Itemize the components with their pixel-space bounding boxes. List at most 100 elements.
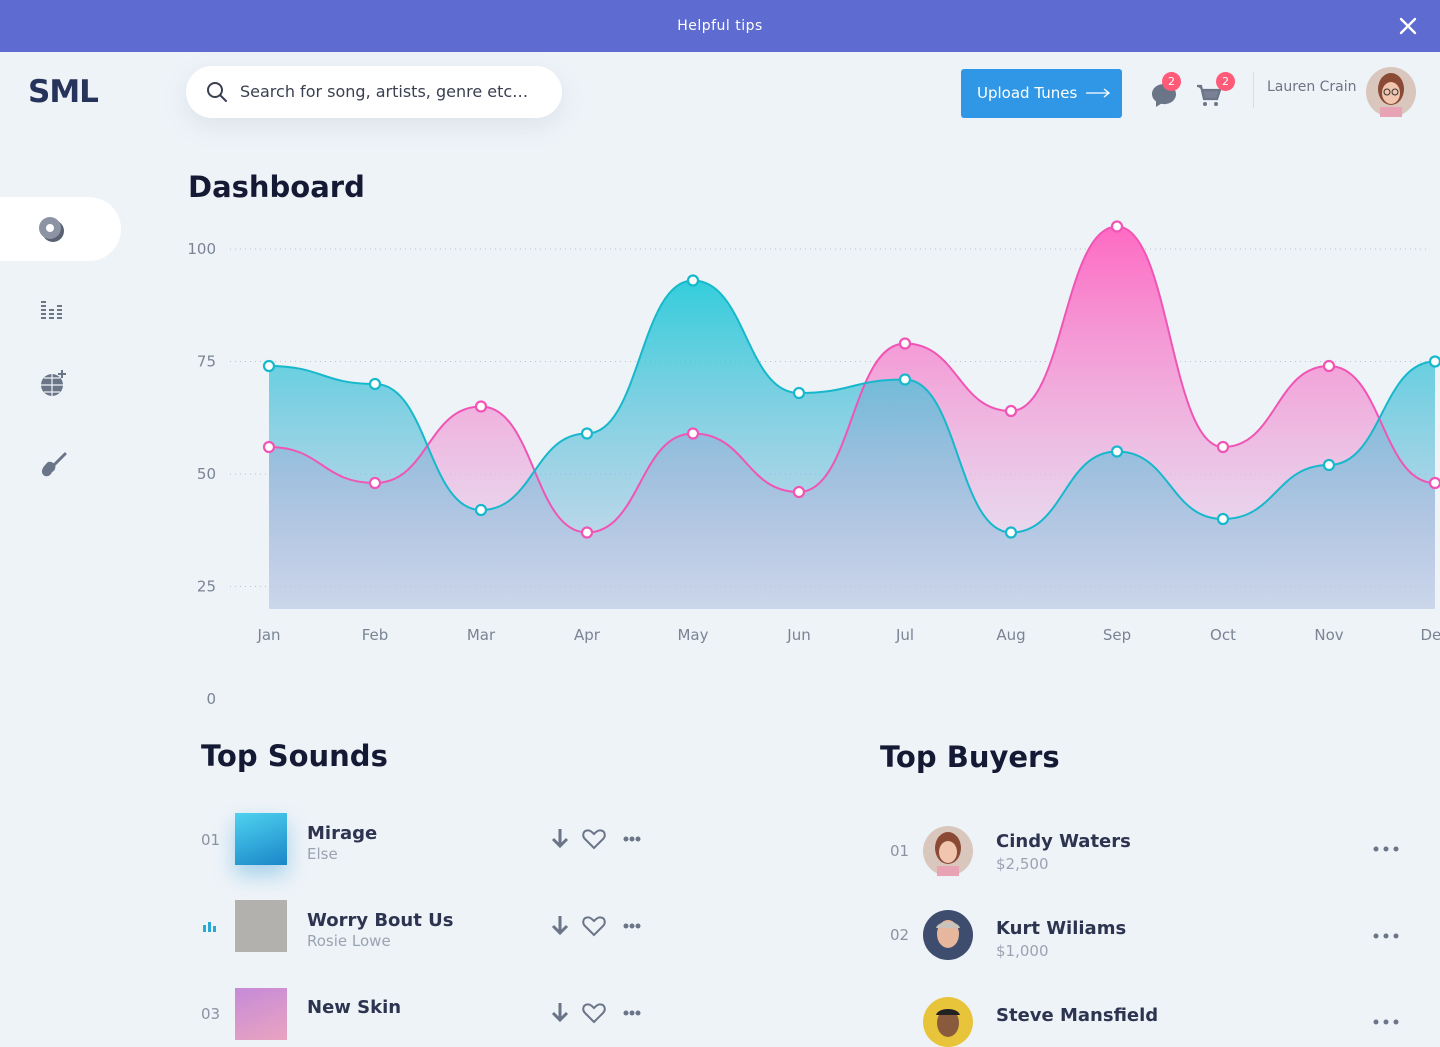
more-dot[interactable] [629,1010,635,1016]
more-dot[interactable] [629,923,635,929]
x-tick-label: Mar [467,626,496,644]
banner-text: Helpful tips [677,18,763,34]
data-point[interactable] [898,337,912,350]
data-point[interactable] [1110,220,1124,233]
x-tick-label: Jul [895,626,914,644]
row-actions [551,829,641,850]
more-dot[interactable] [635,923,641,929]
x-tick-label: Apr [574,626,601,644]
y-tick-label: 50 [197,465,216,483]
more-dot [1383,1019,1389,1025]
chart: 0 25 50 75 100 Jan Feb Mar Apr May Jun Jul Aug Sep Oct… [187,220,1440,708]
buyer-name[interactable]: Cindy Waters [996,831,1131,852]
nav-guitar[interactable] [40,451,68,479]
data-point[interactable] [1216,512,1230,526]
data-point[interactable] [1428,355,1440,368]
more-dot[interactable] [623,923,629,929]
buyer-name[interactable]: Steve Mansfield [996,1005,1159,1026]
sound-title[interactable]: Mirage [307,823,378,844]
playing-indicator [203,922,216,932]
buyer-amount: $1,000 [996,942,1049,960]
data-point[interactable] [262,440,276,454]
more-dot[interactable] [623,836,629,842]
user-avatar[interactable] [1366,67,1416,117]
search-box[interactable]: Search for song, artists, genre etc… [186,66,562,118]
series-line [268,279,1436,534]
user-name[interactable]: Lauren Crain [1267,79,1357,95]
more-dot[interactable] [629,836,635,842]
data-point[interactable] [262,359,276,373]
more-dot[interactable] [635,836,641,842]
more-dot[interactable] [635,1010,641,1016]
data-point[interactable] [792,386,806,400]
data-point[interactable] [686,274,700,287]
data-point[interactable] [792,485,806,499]
heart-icon[interactable] [582,916,606,937]
more-button[interactable] [1372,930,1400,942]
x-tick-label: Aug [996,626,1025,644]
sound-title[interactable]: New Skin [307,997,402,1018]
data-point[interactable] [686,427,700,440]
search-placeholder: Search for song, artists, genre etc… [240,82,529,101]
nav-discoball[interactable] [39,369,67,397]
more-dot [1383,933,1389,939]
row-actions [551,1003,641,1024]
data-point[interactable] [474,400,488,413]
close-button[interactable] [1396,14,1420,38]
search-icon [207,82,227,102]
more-button[interactable] [1372,843,1400,855]
buyer-avatar[interactable] [923,910,973,960]
sound-rank: 01 [201,831,221,849]
y-tick-label: 100 [187,240,216,258]
more-dot [1373,933,1379,939]
logo[interactable]: SML [28,74,99,110]
data-point[interactable] [1004,404,1018,418]
buyer-name[interactable]: Kurt Wiliams [996,918,1127,939]
data-point[interactable] [1110,445,1124,458]
data-point[interactable] [474,503,488,517]
arrow-icon [1086,88,1111,98]
more-dot [1393,846,1399,852]
album-art[interactable] [235,813,287,865]
more-dot[interactable] [623,1010,629,1016]
buyer-avatar[interactable] [923,997,973,1047]
data-point[interactable] [1322,458,1336,472]
data-point[interactable] [898,373,912,386]
download-icon[interactable] [551,829,569,849]
data-point[interactable] [1322,359,1336,373]
more-dot [1393,1019,1399,1025]
data-point[interactable] [1216,440,1230,454]
cart-badge: 2 [1216,72,1235,91]
album-art[interactable] [235,988,287,1040]
nav-equalizer[interactable] [40,299,64,323]
download-icon[interactable] [551,1003,569,1023]
heart-icon[interactable] [582,829,606,850]
more-dot [1393,933,1399,939]
data-point[interactable] [580,526,594,539]
x-tick-label: Sep [1103,626,1131,644]
more-button[interactable] [1372,1016,1400,1028]
buyer-avatar[interactable] [923,826,973,876]
upload-label: Upload Tunes [977,84,1078,102]
upload-button[interactable]: Upload Tunes [961,69,1122,118]
sound-artist[interactable]: Else [307,845,338,863]
x-tick-label: May [677,626,708,644]
data-point[interactable] [1004,526,1018,539]
sound-rank: 03 [201,1005,221,1023]
nav-discs[interactable] [38,216,66,244]
data-point[interactable] [580,427,594,440]
cart-icon[interactable] [1196,84,1222,108]
buyer-rank: 01 [890,842,910,860]
sound-title[interactable]: Worry Bout Us [307,910,454,931]
data-point[interactable] [1428,476,1440,490]
sound-artist[interactable]: Rosie Lowe [307,932,391,950]
data-point[interactable] [368,476,382,490]
heart-icon[interactable] [582,1003,606,1024]
top-buyers-title: Top Buyers [880,740,1060,774]
download-icon[interactable] [551,916,569,936]
album-art[interactable] [235,900,287,952]
data-point[interactable] [368,377,382,391]
area-fill [269,280,1435,609]
messages-badge: 2 [1162,72,1181,91]
